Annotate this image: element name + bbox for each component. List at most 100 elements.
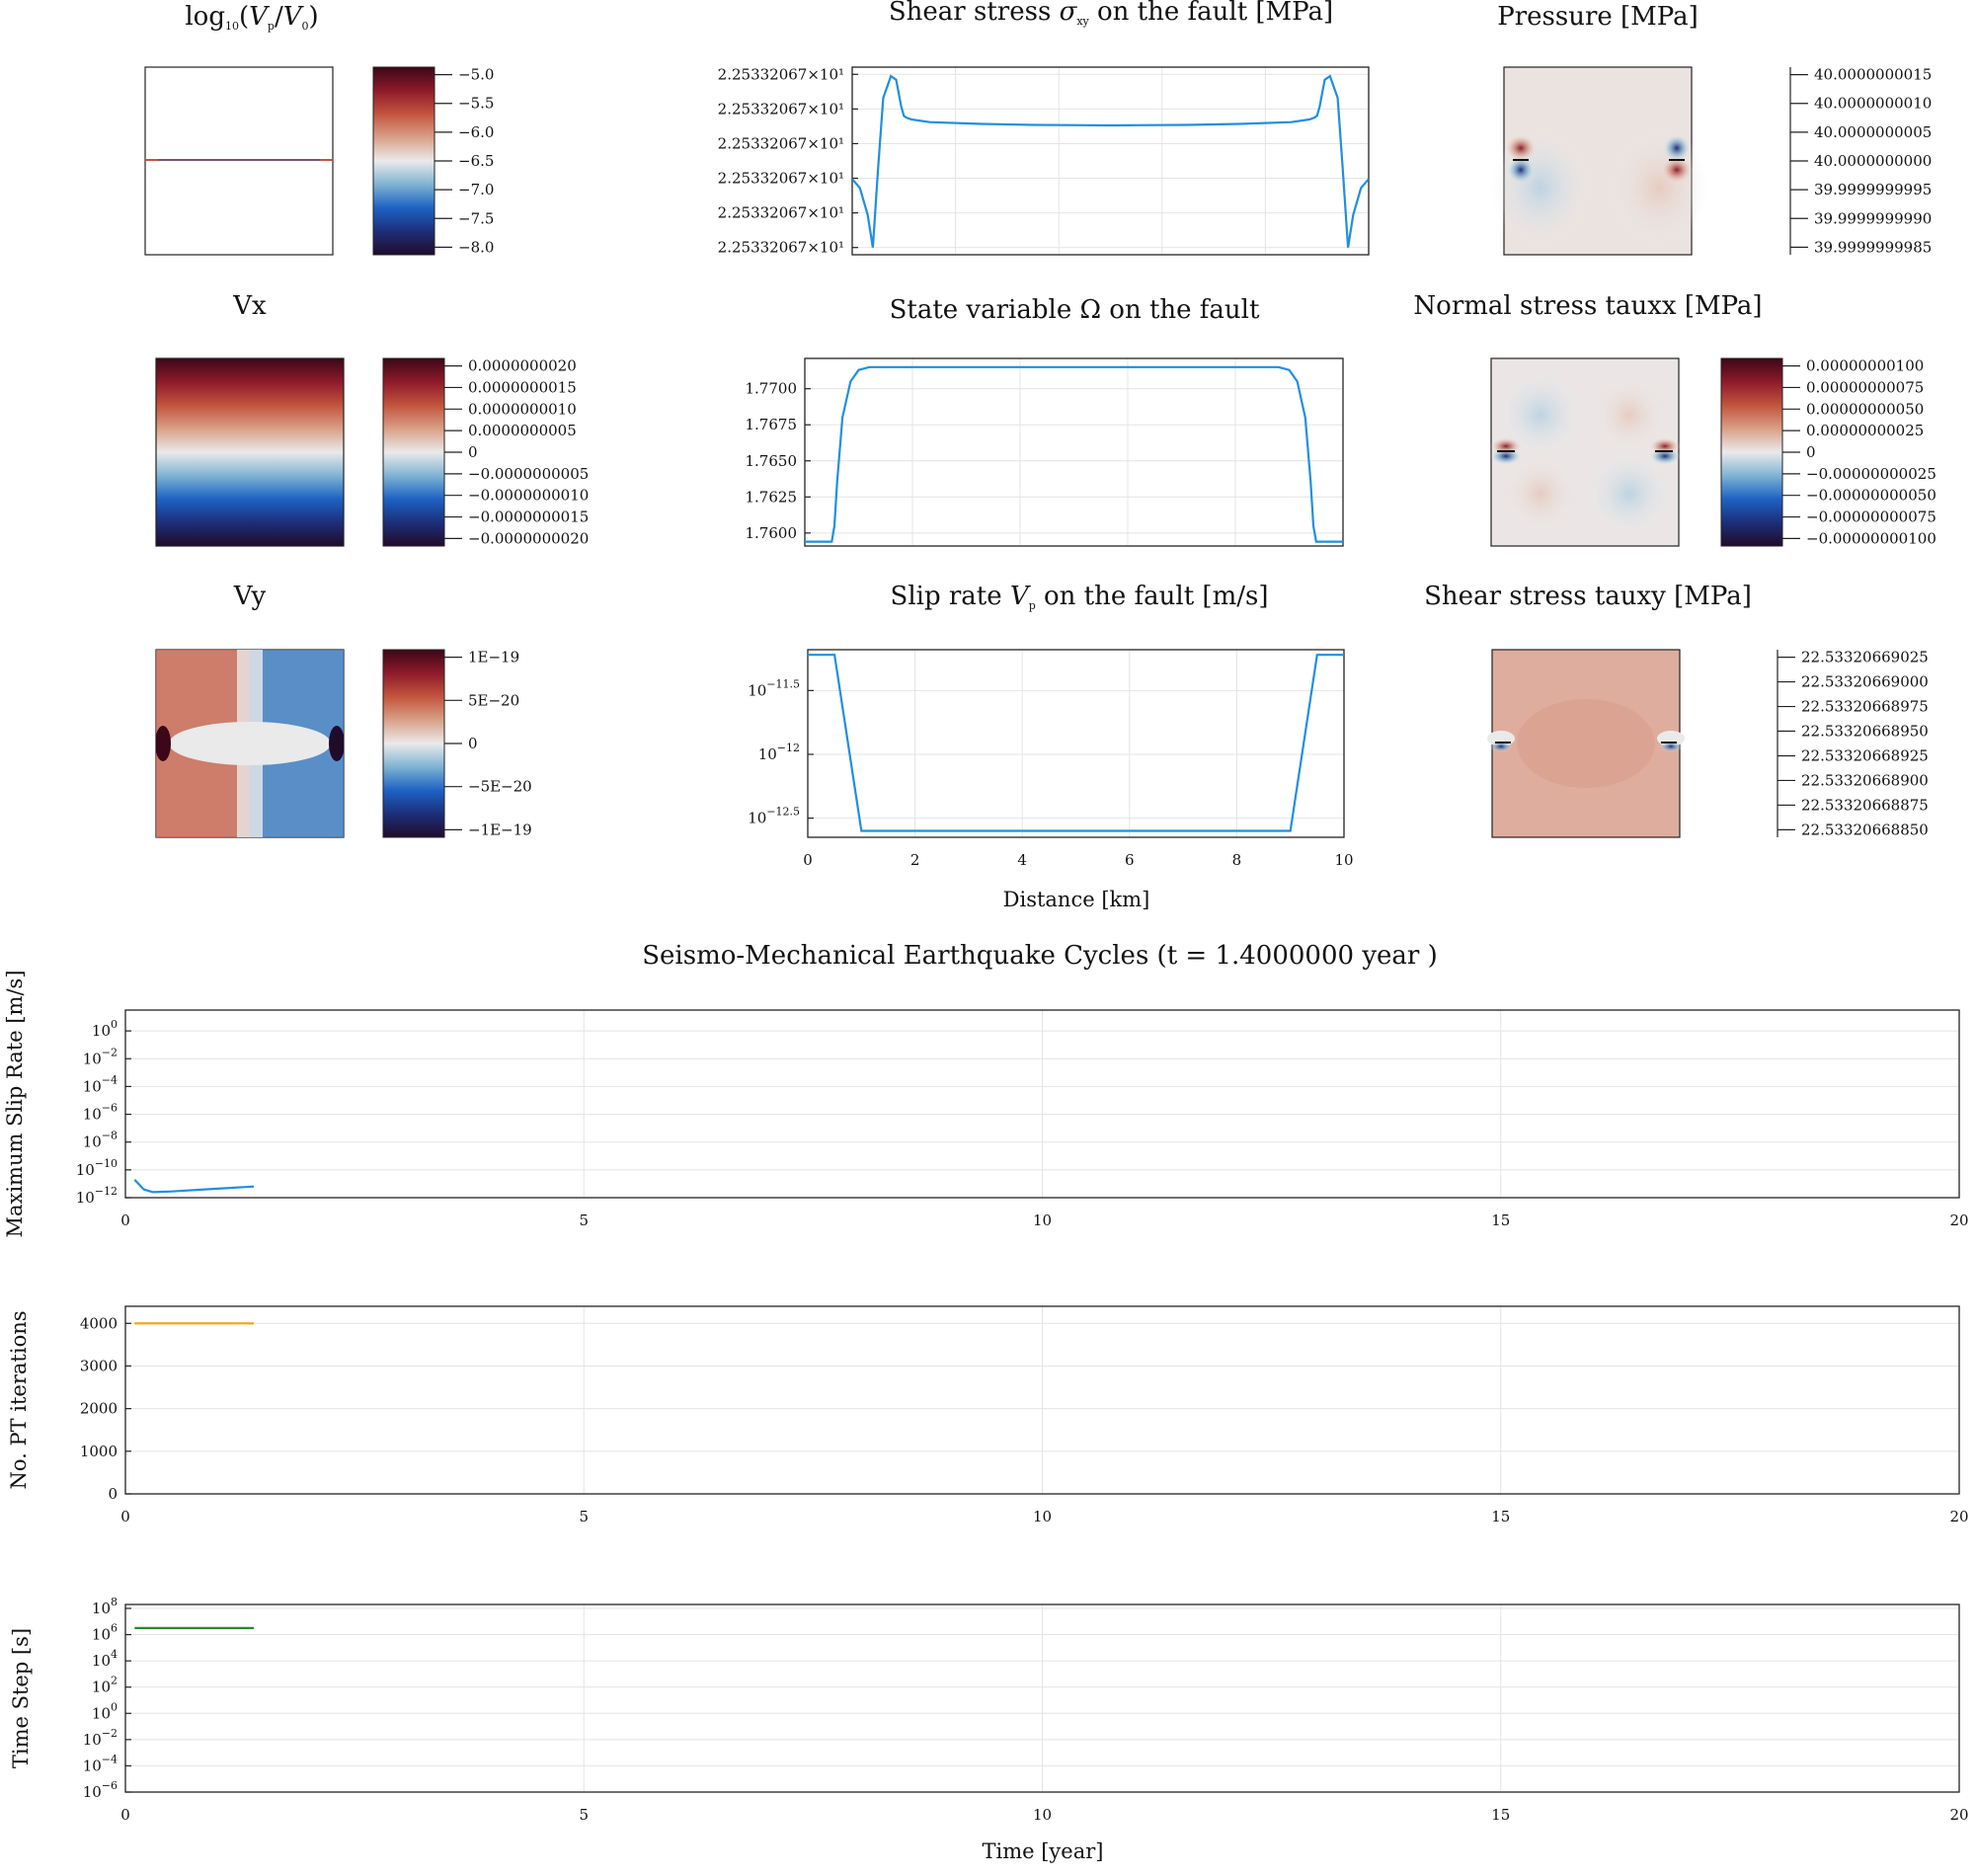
pressure-tip-left-red [1505,134,1537,162]
tauxx-colorbar-tick-label: −0.00000000075 [1806,508,1936,526]
max_slip_rate-xtick-label: 15 [1491,1212,1510,1229]
max_slip_rate-ytick-label: 10−12 [76,1185,118,1207]
vy-colorbar-tick-label: −1E−19 [468,821,532,838]
pressure-title: Pressure [MPa] [1497,2,1698,32]
pt_iterations-xtick-label: 5 [579,1508,589,1525]
shear_stress_fault-ytick-label: 2.25332067×10¹ [718,65,844,83]
pressure-colorbar-tick-label: 39.9999999990 [1814,209,1932,227]
vx-colorbar-tick-label: 0 [468,443,478,461]
state_variable_fault-ytick-label: 1.7650 [746,452,798,470]
shear_stress_fault-ytick-label: 2.25332067×10¹ [718,239,844,257]
vy-title: Vy [233,582,267,611]
slip-rate-chart: 0 2 4 6 8 10 10−11.5 10−12 10−12.5 [748,649,1354,869]
vx-colorbar-tick-label: 0.0000000020 [468,357,577,375]
tauxx-lobe-lower-right [1585,449,1674,538]
tauxy-colorbar-tick-label: 22.53320668950 [1801,723,1929,741]
shear_stress_fault-ytick-label: 2.25332067×10¹ [718,134,844,152]
max_slip_rate-ytick-label: 10−6 [83,1102,118,1124]
slip_rate_fault-xtick-label: 0 [803,851,813,869]
vy-colorbar-tick-label: 1E−19 [468,649,519,666]
max_slip_rate-ytick-label: 10−4 [83,1073,118,1095]
slip_rate_fault-ytick-label: 10−11.5 [748,677,800,699]
slip-rate-xlabel: Distance [km] [1003,888,1150,911]
pressure-colorbar-tick-label: 40.0000000010 [1814,95,1932,113]
tauxy-center-lobe [1517,699,1655,788]
slip_rate_fault-xtick-label: 2 [910,851,920,869]
tauxy-colorbar: 22.53320669025 22.53320669000 22.533206689… [1777,649,1929,838]
vy-quadrupole [156,650,344,837]
vx-colorbar-tick-label: −0.0000000010 [468,487,589,505]
max_slip_rate-xtick-label: 0 [120,1212,130,1229]
slip_rate_fault-ytick-label: 10−12.5 [748,806,800,827]
shear_stress_fault-ytick-label: 2.25332067×10¹ [718,170,844,188]
time_step-ytick-label: 104 [92,1648,118,1670]
vx-colorbar-gradient [382,357,445,547]
time_step-ytick-label: 100 [92,1700,118,1722]
slip-rate-title: Slip rate Vp on the fault [m/s] [891,582,1269,612]
pressure-colorbar-tick-label: 40.0000000015 [1814,66,1932,84]
tauxx-colorbar-tick-label: 0.00000000075 [1806,378,1924,396]
state_variable_fault-ytick-label: 1.7675 [746,416,798,433]
tauxx-lobe-lower-left [1501,454,1580,533]
time_step-ytick-label: 108 [92,1596,118,1617]
time_step-xtick-label: 10 [1033,1806,1052,1824]
tauxy-colorbar-tick-label: 22.53320668875 [1801,796,1929,814]
time_step-xtick-label: 15 [1491,1806,1510,1824]
panel-vy: Vy 1E−19 5E−20 0 −5E−20 −1E−19 [155,582,532,838]
pt_iterations-frame [124,1305,1960,1495]
state_variable_fault-series-line [805,365,1343,543]
pt_iterations-ytick-label: 4000 [80,1314,118,1332]
state_variable_fault-frame [804,357,1344,547]
vx-field [155,357,345,547]
time_step-ytick-label: 10−6 [83,1779,118,1801]
slip_rate_fault-series-line [808,654,1344,832]
tauxy-colorbar-tick-label: 22.53320669000 [1801,673,1929,691]
vx-colorbar-tick-label: 0.0000000010 [468,400,577,418]
time_step-ytick-label: 10−2 [83,1727,118,1749]
tauxx-lobe-upper-left [1496,370,1585,459]
log_vp-colorbar-tick-label: −6.5 [458,152,494,170]
pt_iterations-ytick-label: 2000 [80,1400,118,1418]
time_step-xtick-label: 0 [120,1806,130,1824]
state_variable_fault-ytick-label: 1.7700 [746,380,798,398]
tauxx-title: Normal stress tauxx [MPa] [1413,291,1762,321]
time_step-xtick-label: 5 [579,1806,589,1824]
panel-shear-stress-fault: Shear stress σxy on the fault [MPa] 2.25… [718,0,1370,257]
pressure-tip-right-red [1661,156,1693,184]
log-vp-field [144,66,334,256]
vy-colorbar-gradient [382,649,445,838]
pressure-colorbar-tick-label: 40.0000000000 [1814,152,1932,170]
pt_iterations-xtick-label: 10 [1033,1508,1052,1525]
tauxy-colorbar-tick-label: 22.53320668900 [1801,771,1929,789]
tauxy-colorbar-tick-label: 22.53320668925 [1801,746,1929,764]
tauxx-colorbar-tick-label: 0 [1806,443,1816,461]
tauxx-tip-left-blue [1490,447,1522,465]
tauxy-colorbar-tick-label: 22.53320669025 [1801,649,1929,666]
pt-iterations-ylabel: No. PT iterations [7,1310,31,1489]
log_vp-colorbar-tick-label: −5.5 [458,95,494,113]
tauxx-colorbar: 0.00000000100 0.00000000075 0.00000000050 0… [1720,357,1936,547]
log-vp-colorbar: −5.0 −5.5 −6.0 −6.5 −7.0 −7.5 −8.0 [372,66,494,256]
shear-stress-title: Shear stress σxy on the fault [MPa] [889,0,1333,28]
slip_rate_fault-xtick-label: 10 [1334,851,1353,869]
panel-slip-rate-fault: Slip rate Vp on the fault [m/s] 0 2 4 6 8 10 1… [748,582,1353,869]
log_vp-colorbar-tick-label: −8.0 [458,238,494,256]
max-slip-rate-ylabel: Maximum Slip Rate [m/s] [3,970,27,1237]
panel-state-variable: State variable Ω on the fault 1.76001.76… [746,295,1344,547]
log_vp-colorbar-gradient [372,66,435,256]
vy-colorbar-tick-label: 5E−20 [468,691,519,709]
time_step-xtick-label: 20 [1949,1806,1968,1824]
pressure-tip-left-blue [1507,156,1535,184]
tauxx-colorbar-tick-label: 0.00000000100 [1806,357,1924,375]
slip_rate_fault-frame [807,649,1345,838]
shear_stress_fault-frame [851,66,1370,256]
shear-stress-chart: 2.25332067×10¹ 2.25332067×10¹ 2.25332067×1… [718,65,1370,257]
pt_iterations-ytick-label: 1000 [80,1443,118,1460]
tauxy-colorbar-tick-label: 22.53320668975 [1801,698,1929,716]
pressure-lobe-lower-right [1610,128,1708,247]
slip_rate_fault-xtick-label: 8 [1232,851,1242,869]
cycles-title: Seismo-Mechanical Earthquake Cycles (t =… [642,941,1438,971]
state_variable_fault-ytick-label: 1.7600 [746,524,798,542]
panel-tauxx: Normal stress tauxx [MPa] 0.00000000100 0… [1413,291,1936,547]
